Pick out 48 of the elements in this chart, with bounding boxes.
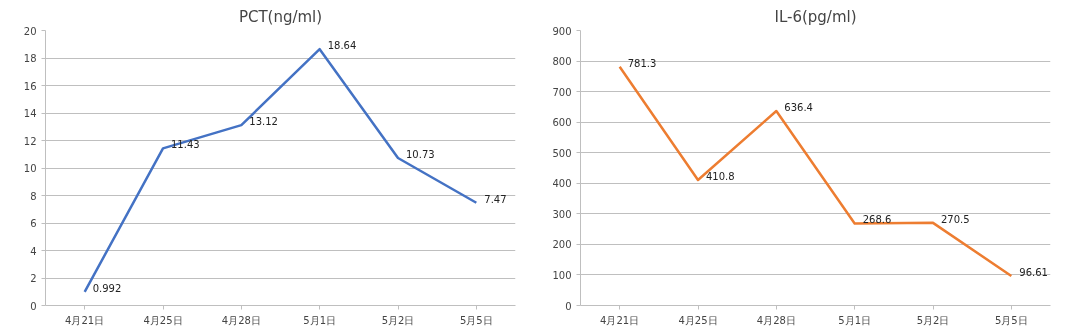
y-tick-label: 400 [552,178,572,190]
x-tick-label: 5月2日 [916,314,950,326]
y-tick-label: 800 [552,56,572,68]
line-series [618,65,1013,278]
data-label: 0.992 [92,282,122,294]
x-tick-label: 4月28日 [221,314,261,326]
data-label: 270.5 [941,213,970,225]
chart-title: PCT(ng/ml) [238,7,323,26]
x-tick-label: 5月5日 [994,314,1028,326]
y-tick-label: 900 [552,25,572,37]
y-tick-label: 500 [552,147,572,159]
x-tick-label: 5月5日 [459,314,493,326]
chart-title: IL-6(pg/ml) [774,7,857,26]
data-label: 96.61 [1019,266,1048,278]
x-tick-label: 4月25日 [678,314,718,326]
y-tick-label: 0 [565,300,572,312]
y-tick-label: 4 [30,245,37,257]
x-tick-label: 4月21日 [600,314,640,326]
data-label: 7.47 [484,193,507,205]
y-tick-label: 16 [23,80,37,92]
y-tick-label: 300 [552,208,572,220]
data-label: 11.43 [171,139,200,151]
y-tick-label: 0 [30,300,37,312]
data-label: 410.8 [706,170,735,182]
y-tick-label: 12 [23,135,37,147]
x-tick-label: 5月1日 [303,314,337,326]
x-tick-label: 4月21日 [65,314,105,326]
y-tick-label: 200 [552,239,572,251]
y-tick-label: 14 [23,108,37,119]
x-tick-label: 4月28日 [756,314,796,326]
data-label: 18.64 [327,40,357,52]
data-label: 781.3 [627,57,657,69]
y-tick-label: 100 [552,269,572,281]
x-tick-label: 5月1日 [838,314,872,326]
x-tick-label: 4月25日 [143,314,183,326]
data-label: 10.73 [406,148,435,160]
y-tick-label: 6 [30,218,37,229]
y-tick-label: 8 [30,190,37,202]
data-label: 636.4 [784,102,813,114]
y-tick-label: 700 [552,86,572,98]
line-series [83,47,478,294]
data-label: 13.12 [249,116,278,128]
x-tick-label: 5月2日 [381,314,415,326]
y-tick-label: 18 [23,53,37,64]
y-tick-label: 600 [552,117,572,129]
y-tick-label: 10 [23,163,37,174]
y-tick-label: 2 [30,273,37,284]
y-tick-label: 20 [23,25,37,37]
